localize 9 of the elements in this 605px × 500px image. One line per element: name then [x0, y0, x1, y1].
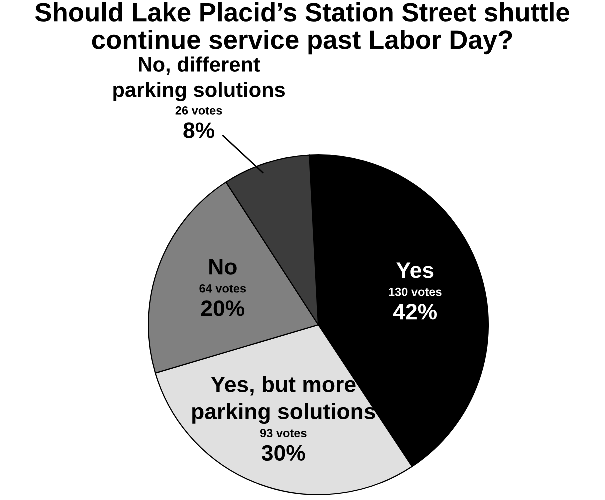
data-label: 93 votes 30%: [260, 429, 307, 462]
slice-label: No, different parking solutions: [114, 56, 286, 102]
slice-label: Yes: [396, 262, 434, 278]
data-label: 130 votes 42%: [389, 288, 442, 320]
data-label: 64 votes 20%: [200, 284, 246, 316]
slice-label: No: [210, 259, 237, 275]
data-label: 26 votes 8%: [176, 106, 222, 138]
slice-label: Yes, but more parking solutions: [192, 376, 376, 424]
chart-title: Should Lake Placid’s Station Street shuttle continue service past Labor Day?: [35, 2, 570, 55]
